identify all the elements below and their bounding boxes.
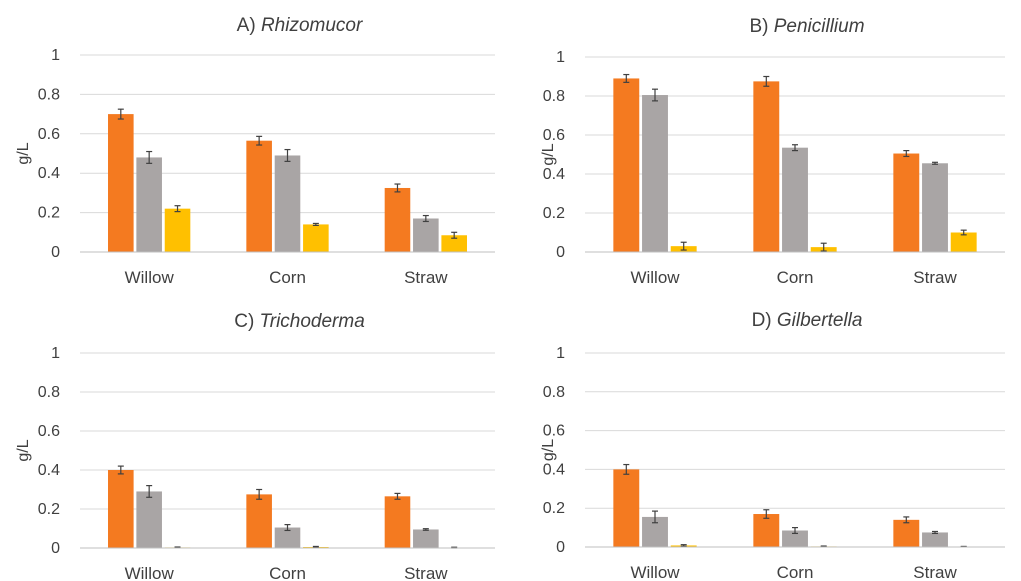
bar-series-3 xyxy=(164,208,191,252)
y-tick-label: 1 xyxy=(51,47,60,64)
category-label: Corn xyxy=(269,268,306,287)
bar-series-2 xyxy=(782,147,808,252)
y-tick-label: 0.8 xyxy=(38,86,60,103)
bar-series-1 xyxy=(108,470,134,548)
y-tick-label: 0.6 xyxy=(543,127,565,144)
y-tick-label: 0.6 xyxy=(38,423,60,440)
category-label: Corn xyxy=(777,268,814,287)
y-tick-label: 0.2 xyxy=(543,205,565,222)
bar-series-2 xyxy=(413,218,439,252)
chart-title-species: Penicillium xyxy=(774,16,865,37)
y-tick-label: 0.4 xyxy=(38,165,60,182)
chart-title-prefix: D) xyxy=(752,310,777,331)
y-tick-label: 0 xyxy=(556,539,565,556)
chart-title-species: Rhizomucor xyxy=(261,15,363,36)
chart-title: C) Trichoderma xyxy=(234,311,365,332)
bar-series-1 xyxy=(893,153,920,252)
bar-series-2 xyxy=(642,95,668,253)
bar-series-1 xyxy=(246,494,272,548)
bar-series-2 xyxy=(922,532,948,547)
y-axis-title: g/L xyxy=(540,439,557,461)
chart-title-species: Gilbertella xyxy=(777,310,863,331)
chart-title: B) Penicillium xyxy=(749,16,864,37)
y-tick-label: 0.4 xyxy=(543,461,565,478)
y-tick-label: 1 xyxy=(556,49,565,66)
y-tick-label: 0.2 xyxy=(38,205,60,222)
y-tick-label: 0.6 xyxy=(543,423,565,440)
chart-title: A) Rhizomucor xyxy=(237,15,363,36)
bar-series-1 xyxy=(893,519,920,547)
y-axis-title: g/L xyxy=(15,439,32,461)
bar-series-3 xyxy=(441,235,467,252)
bar-series-1 xyxy=(384,496,411,548)
bar-series-3 xyxy=(303,224,329,252)
bar-series-1 xyxy=(108,114,134,252)
panel-b: B) Penicillium 0 0.2 0.4 0.6 0.8 1 g/L Willow Cor… xyxy=(540,16,1005,287)
category-label: Straw xyxy=(404,564,448,581)
bar-series-2 xyxy=(136,491,162,548)
bar-series-2 xyxy=(782,530,808,547)
y-tick-label: 0.4 xyxy=(38,462,60,479)
y-axis-title: g/L xyxy=(540,143,557,165)
y-tick-label: 0 xyxy=(556,244,565,261)
bar-series-2 xyxy=(922,163,948,252)
y-tick-label: 1 xyxy=(51,345,60,362)
chart-title-prefix: A) xyxy=(237,15,261,36)
category-label: Willow xyxy=(125,268,175,287)
bar-series-1 xyxy=(613,469,640,547)
chart-title-prefix: B) xyxy=(749,16,773,37)
y-tick-label: 0.2 xyxy=(543,500,565,517)
chart-title: D) Gilbertella xyxy=(752,310,863,331)
bar-series-1 xyxy=(753,81,780,252)
bar-series-2 xyxy=(413,529,439,548)
bar-series-3 xyxy=(950,232,977,252)
category-label: Corn xyxy=(777,563,814,581)
category-label: Straw xyxy=(913,268,957,287)
category-label: Corn xyxy=(269,564,306,581)
panel-d: D) Gilbertella 0 0.2 0.4 0.6 0.8 1 g/L Willow Cor… xyxy=(540,310,1005,581)
bar-series-1 xyxy=(613,78,640,252)
panel-a: A) Rhizomucor 0 0.2 0.4 0.6 0.8 1 g/L Willow Corn… xyxy=(15,15,495,287)
category-label: Straw xyxy=(404,268,448,287)
bar-series-1 xyxy=(384,187,411,252)
y-tick-label: 1 xyxy=(556,345,565,362)
y-tick-label: 0.4 xyxy=(543,166,565,183)
bar-series-2 xyxy=(136,157,162,252)
y-tick-label: 0.6 xyxy=(38,126,60,143)
category-label: Straw xyxy=(913,563,957,581)
bar-series-2 xyxy=(274,527,301,548)
category-label: Willow xyxy=(125,564,175,581)
bar-series-1 xyxy=(753,514,780,547)
y-tick-label: 0.8 xyxy=(38,384,60,401)
chart-title-species: Trichoderma xyxy=(260,311,365,332)
y-axis-title: g/L xyxy=(15,142,32,164)
panel-c: C) Trichoderma 0 0.2 0.4 0.6 0.8 1 g/L Willow Cor… xyxy=(15,311,495,581)
y-tick-label: 0.8 xyxy=(543,88,565,105)
category-label: Willow xyxy=(630,563,680,581)
category-label: Willow xyxy=(630,268,680,287)
y-tick-label: 0.2 xyxy=(38,501,60,518)
chart-title-prefix: C) xyxy=(234,311,259,332)
y-tick-label: 0 xyxy=(51,540,60,557)
bar-series-2 xyxy=(274,155,301,252)
bar-series-1 xyxy=(246,140,272,252)
y-tick-label: 0 xyxy=(51,244,60,261)
y-tick-label: 0.8 xyxy=(543,384,565,401)
